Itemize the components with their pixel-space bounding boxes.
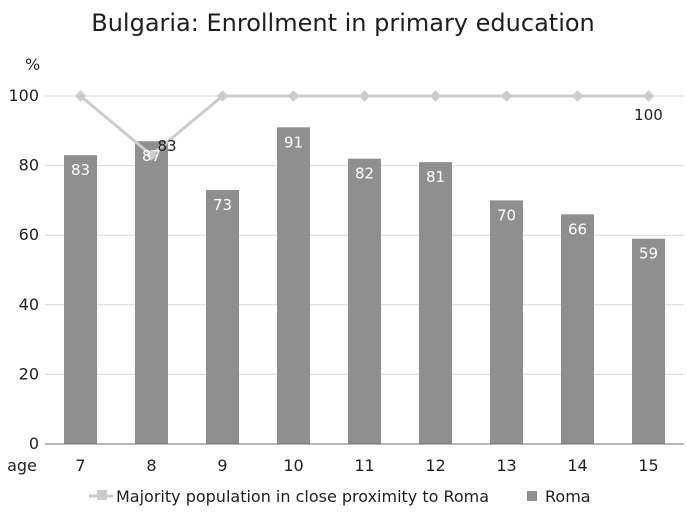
bars-layer: [64, 127, 665, 445]
bar-age-10: [277, 127, 310, 444]
bar-age-13: [490, 200, 523, 444]
bar-age-14: [561, 214, 594, 444]
x-tick-15: 15: [638, 456, 658, 475]
y-tick-20: 20: [19, 364, 39, 383]
bar-value-label-11: 82: [355, 165, 374, 183]
chart-title: Bulgaria: Enrollment in primary educatio…: [91, 9, 595, 37]
bar-age-7: [64, 155, 97, 444]
bar-value-label-9: 73: [213, 196, 232, 214]
x-tick-7: 7: [75, 456, 85, 475]
majority-point-age-13: [500, 90, 513, 102]
bar-value-label-14: 66: [568, 220, 587, 238]
x-tick-11: 11: [354, 456, 374, 475]
y-tick-60: 60: [19, 225, 39, 244]
majority-legend-label: Majority population in close proximity t…: [116, 487, 489, 506]
bar-age-15: [632, 238, 665, 444]
x-axis-label: age: [7, 456, 37, 475]
x-tick-12: 12: [425, 456, 445, 475]
majority-point-age-15: [642, 90, 655, 102]
bar-value-label-8: 87: [142, 147, 161, 165]
x-tick-10: 10: [283, 456, 303, 475]
x-tick-9: 9: [217, 456, 227, 475]
bar-value-label-12: 81: [426, 168, 445, 186]
bar-age-8: [135, 141, 168, 445]
bar-value-label-13: 70: [497, 206, 516, 224]
bar-age-11: [348, 158, 381, 444]
majority-point-age-11: [358, 90, 371, 102]
bar-value-label-10: 91: [284, 133, 303, 151]
majority-point-age-14: [571, 90, 584, 102]
x-tick-14: 14: [567, 456, 587, 475]
majority-value-label-8: 83: [158, 137, 177, 155]
bar-age-9: [206, 189, 239, 444]
y-axis-label: %: [25, 55, 40, 74]
axis-layer: 0 20 40 60 80 100 7 8 9 10 11 12 13 14 15: [8, 86, 684, 475]
majority-value-label-15: 100: [634, 106, 663, 124]
bar-value-label-7: 83: [71, 161, 90, 179]
majority-point-age-7: [74, 90, 87, 102]
x-tick-13: 13: [496, 456, 516, 475]
y-tick-100: 100: [8, 86, 39, 105]
majority-point-age-10: [287, 90, 300, 102]
line-layer: [74, 90, 655, 161]
majority-point-age-12: [429, 90, 442, 102]
majority-point-age-9: [216, 90, 229, 102]
majority-legend-marker: [97, 490, 107, 500]
roma-legend-label: Roma: [545, 487, 591, 506]
bar-value-label-15: 59: [639, 245, 658, 263]
x-tick-8: 8: [146, 456, 156, 475]
legend: Majority population in close proximity t…: [89, 487, 591, 506]
y-tick-80: 80: [19, 156, 39, 175]
y-tick-40: 40: [19, 295, 39, 314]
y-tick-0: 0: [29, 434, 39, 453]
bar-age-12: [419, 162, 452, 444]
roma-legend-swatch: [527, 491, 537, 501]
majority-point-age-8: [145, 149, 158, 161]
